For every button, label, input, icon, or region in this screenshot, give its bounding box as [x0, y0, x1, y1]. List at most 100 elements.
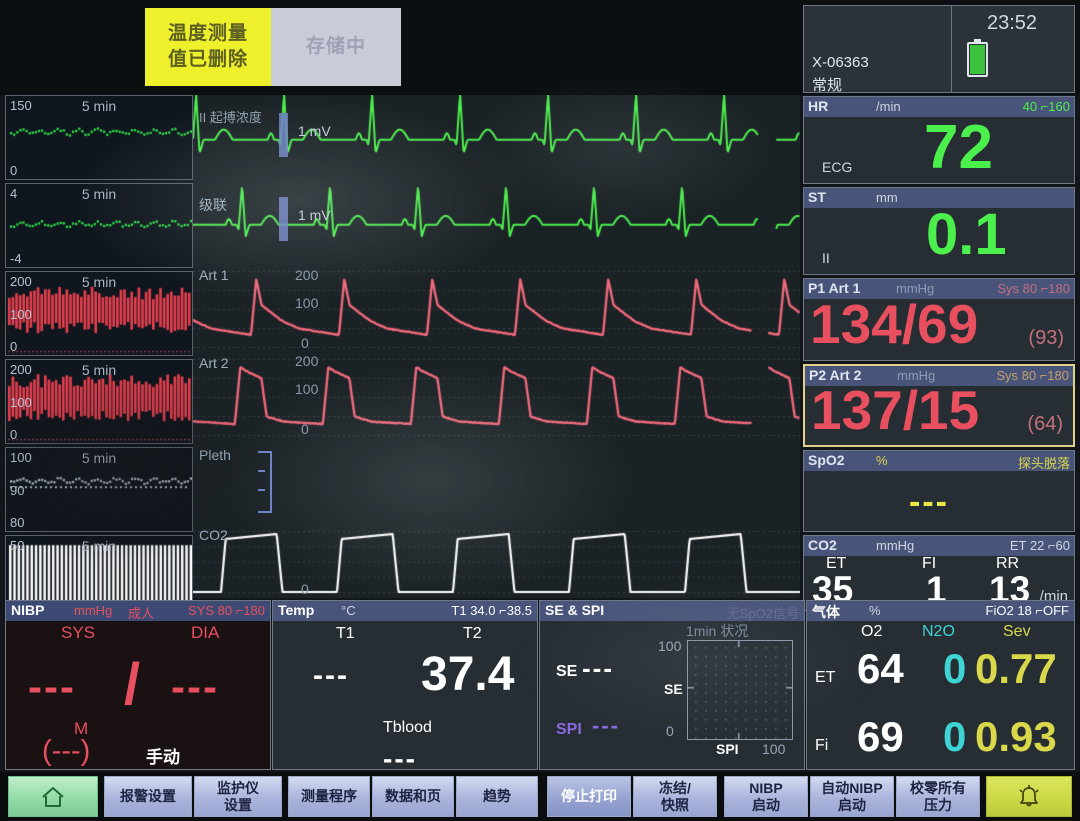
co2-label: CO2 [199, 527, 228, 543]
button-label-line1: 自动NIBP [821, 780, 882, 797]
art1-scale-mid: 100 [295, 295, 318, 311]
button-label-line1: 冻结/ [659, 780, 691, 797]
nibp-alarm-limits: SYS 80 ⌐180 [188, 603, 265, 618]
temp-t1-label: T1 [336, 625, 355, 643]
trend-duration: 5 min [82, 98, 116, 114]
button-label: 数据和页 [385, 788, 441, 805]
se-value: --- [582, 653, 614, 684]
button-label-line1: 校零所有 [910, 780, 966, 797]
hr-trend[interactable]: 5 min 150 0 [5, 95, 193, 180]
alarm-bell-icon [1016, 784, 1042, 809]
gas-panel-header: 气体 % FiO2 18 ⌐OFF [807, 601, 1074, 621]
gas-n2o-header: N2O [922, 623, 955, 641]
temp-panel[interactable]: Temp °C T1 34.0 ⌐38.5 T1 T2 --- 37.4 Tbl… [272, 600, 538, 770]
spo2-unit: % [876, 453, 888, 468]
nibp-separator: / [124, 651, 140, 718]
scatter-y-min: 0 [666, 723, 674, 739]
st-trend[interactable]: 5 min 4 -4 [5, 183, 193, 268]
nibp-patient-mode: 成人 [128, 603, 154, 622]
gas-o2-header: O2 [861, 623, 882, 641]
temperature-alarm-banner[interactable]: 温度测量 值已删除 [145, 8, 271, 86]
data-and-pages-button[interactable]: 数据和页 [372, 776, 454, 817]
temp-tblood-value: --- [383, 743, 417, 770]
p2-trend[interactable]: 5 min 200 100 0 [5, 359, 193, 444]
spo2-trend[interactable]: 5 min 100 90 80 [5, 447, 193, 532]
st-panel[interactable]: ST mm 0.1 II [803, 187, 1075, 275]
gas-fi-n2o-value: 0 [943, 713, 966, 761]
home-button[interactable] [8, 776, 98, 817]
se-spi-alarm-message: 无SpO2信号 [727, 603, 799, 622]
measurement-program-button[interactable]: 测量程序 [288, 776, 370, 817]
patient-info-panel[interactable]: X-06363 常规 23:52 [803, 5, 1075, 93]
button-label-line2: 压力 [910, 797, 966, 814]
nibp-unit: mmHg [74, 603, 112, 618]
monitor-settings-button[interactable]: 监护仪 设置 [194, 776, 282, 817]
bottom-button-bar: 报警设置 监护仪 设置 测量程序 数据和页 趋势 停止打印 冻结/快照 NIBP 启动 自动NIBP… [0, 772, 1080, 821]
patient-mode: 常规 [812, 74, 842, 95]
trend-scale-max: 50 [10, 538, 24, 553]
home-icon [40, 785, 66, 809]
zero-all-pressures-button[interactable]: 校零所有 压力 [896, 776, 980, 817]
se-spi-panel[interactable]: SE & SPI 无SpO2信号 SE --- SPI --- 1min 状况 … [539, 600, 805, 770]
co2-panel-header: CO2 mmHg ET 22 ⌐60 [804, 536, 1074, 556]
trend-scale-min: 0 [10, 163, 17, 178]
nibp-map-value: (---) [42, 735, 90, 768]
se-label: SE [556, 663, 577, 681]
button-label-line1: NIBP [749, 780, 782, 797]
p1-panel-body: 134/69 (93) [804, 299, 1074, 360]
temp-t2-value: 37.4 [421, 647, 514, 702]
hr-unit: /min [876, 99, 901, 114]
st-panel-body: 0.1 II [804, 208, 1074, 274]
art1-label: Art 1 [199, 267, 229, 283]
gas-label: 气体 [812, 602, 840, 622]
scatter-x-label: SPI [716, 741, 739, 757]
nibp-panel[interactable]: NIBP mmHg 成人 SYS 80 ⌐180 SYS DIA --- / -… [5, 600, 271, 770]
trends-button[interactable]: 趋势 [456, 776, 538, 817]
p1-art1-panel[interactable]: P1 Art 1 mmHg Sys 80 ⌐180 134/69 (93) [803, 278, 1075, 361]
art1-scale-max: 200 [295, 267, 318, 283]
alarm-settings-button[interactable]: 报警设置 [104, 776, 192, 817]
parameter-column: X-06363 常规 23:52 HR /min 40 ⌐160 72 ECG … [803, 5, 1075, 598]
temp-panel-body: T1 T2 --- 37.4 Tblood --- [273, 621, 537, 769]
spo2-value: --- [909, 485, 949, 519]
nibp-sys-label: SYS [61, 623, 95, 643]
freeze-snapshot-button[interactable]: 冻结/快照 [633, 776, 717, 817]
stop-print-button[interactable]: 停止打印 [547, 776, 631, 817]
gas-panel-body: O2 N2O Sev ET Fi 64 0 0.77 69 0 0.93 [807, 621, 1074, 769]
trend-duration: 5 min [82, 274, 116, 290]
waveform-area[interactable]: II 起搏浓度 级联 Art 1 Art 2 Pleth CO2 1 mV 1 mV 200 10… [193, 95, 800, 598]
gas-et-row-label: ET [815, 669, 835, 687]
storing-banner-label: 存储中 [306, 34, 366, 60]
spo2-panel[interactable]: SpO2 % 探头脱落 --- [803, 450, 1075, 532]
button-label-line1: 监护仪 [217, 780, 259, 797]
trend-scale-min: 80 [10, 515, 24, 530]
gas-panel[interactable]: 气体 % FiO2 18 ⌐OFF O2 N2O Sev ET Fi 64 0 … [806, 600, 1075, 770]
art2-scale-max: 200 [295, 353, 318, 369]
st-label: ST [808, 189, 826, 205]
hr-panel[interactable]: HR /min 40 ⌐160 72 ECG [803, 96, 1075, 184]
nibp-start-button[interactable]: NIBP 启动 [724, 776, 808, 817]
spi-label: SPI [556, 721, 582, 739]
p1-trend[interactable]: 5 min 200 100 0 [5, 271, 193, 356]
trend-scale-max: 200 [10, 274, 32, 289]
p1-value: 134/69 [810, 297, 978, 352]
pleth-label: Pleth [199, 447, 231, 463]
temp-t2-label: T2 [463, 625, 482, 643]
scatter-y-label: SE [664, 681, 683, 697]
p2-art2-panel[interactable]: P2 Art 2 mmHg Sys 80 ⌐180 137/15 (64) [803, 364, 1075, 447]
co2-scale-min: 0 [301, 581, 309, 597]
st-value: 0.1 [926, 206, 1007, 264]
alarm-silence-button[interactable] [986, 776, 1072, 817]
nibp-panel-body: SYS DIA --- / --- M (---) 手动 [6, 621, 270, 769]
temp-alarm-limits: T1 34.0 ⌐38.5 [451, 603, 532, 618]
button-label: 测量程序 [301, 788, 357, 805]
art2-label: Art 2 [199, 355, 229, 371]
gas-fi-o2-value: 69 [857, 713, 904, 761]
auto-nibp-button[interactable]: 自动NIBP 启动 [810, 776, 894, 817]
gas-alarm-limits: FiO2 18 ⌐OFF [986, 603, 1069, 618]
hr-label: HR [808, 98, 828, 114]
trend-duration: 5 min [82, 538, 116, 554]
se-spi-scatter-plot[interactable]: 1min 状况 100 0 SE SPI 100 [658, 623, 798, 763]
hr-source-label: ECG [822, 159, 852, 175]
waveform-canvas [193, 95, 800, 598]
